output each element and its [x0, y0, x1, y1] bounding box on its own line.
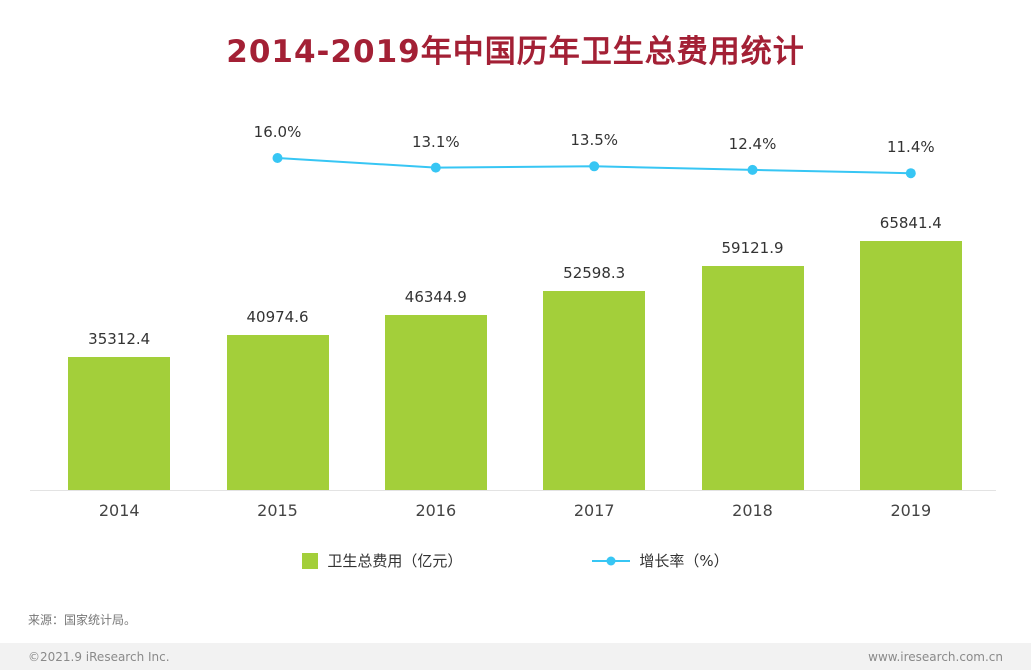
x-axis-line — [30, 490, 996, 491]
growth-point-2018 — [747, 164, 758, 175]
bar-value-2016: 46344.9 — [404, 287, 467, 306]
bar-value-2019: 65841.4 — [879, 214, 942, 232]
growth-point-2017 — [589, 161, 600, 172]
legend-bar-label: 卫生总费用（亿元） — [327, 552, 463, 570]
legend-line-label: 增长率（%） — [639, 552, 729, 570]
x-tick-2019: 2019 — [890, 501, 932, 520]
growth-line-path — [277, 157, 911, 175]
line-swatch-dot — [606, 556, 616, 565]
chart-title: 2014-2019年中国历年卫生总费用统计 — [226, 34, 805, 70]
footer-copyright: ©2021.9 iResearch Inc. — [28, 649, 170, 664]
bar-2014 — [68, 356, 171, 490]
x-tick-2015: 2015 — [257, 501, 298, 520]
growth-label-2017: 13.5% — [570, 131, 619, 150]
bar-2017 — [543, 291, 646, 490]
growth-point-2016 — [430, 162, 441, 173]
bar-2019 — [859, 241, 962, 490]
bar-series-swatch — [302, 552, 319, 569]
line-series-swatch — [592, 556, 631, 565]
x-tick-2016: 2016 — [415, 501, 457, 520]
growth-point-2019 — [905, 168, 916, 179]
growth-label-2018: 12.4% — [728, 134, 777, 153]
growth-label-2016: 13.1% — [411, 132, 460, 151]
bar-2018 — [701, 266, 804, 490]
x-tick-2014: 2014 — [98, 501, 140, 520]
growth-label-2019: 11.4% — [886, 138, 935, 157]
footer-url: www.iresearch.com.cn — [868, 649, 1003, 664]
bar-value-2018: 59121.9 — [721, 239, 784, 258]
growth-point-2015 — [272, 153, 283, 163]
bar-2016 — [384, 314, 487, 490]
x-tick-2017: 2017 — [573, 501, 615, 520]
legend-item-line: 增长率（%） — [592, 550, 729, 571]
bar-2015 — [226, 335, 329, 490]
bar-value-2014: 35312.4 — [88, 329, 151, 348]
growth-label-2015: 16.0% — [253, 123, 302, 141]
bar-value-2017: 52598.3 — [563, 264, 626, 283]
legend: 卫生总费用（亿元） 增长率（%） — [0, 550, 1031, 571]
bar-value-2015: 40974.6 — [246, 308, 309, 326]
footer-bar: ©2021.9 iResearch Inc. www.iresearch.com… — [0, 643, 1031, 670]
x-tick-2018: 2018 — [732, 501, 773, 520]
source-note: 来源：国家统计局。 — [28, 613, 137, 627]
legend-item-bar: 卫生总费用（亿元） — [302, 550, 462, 571]
